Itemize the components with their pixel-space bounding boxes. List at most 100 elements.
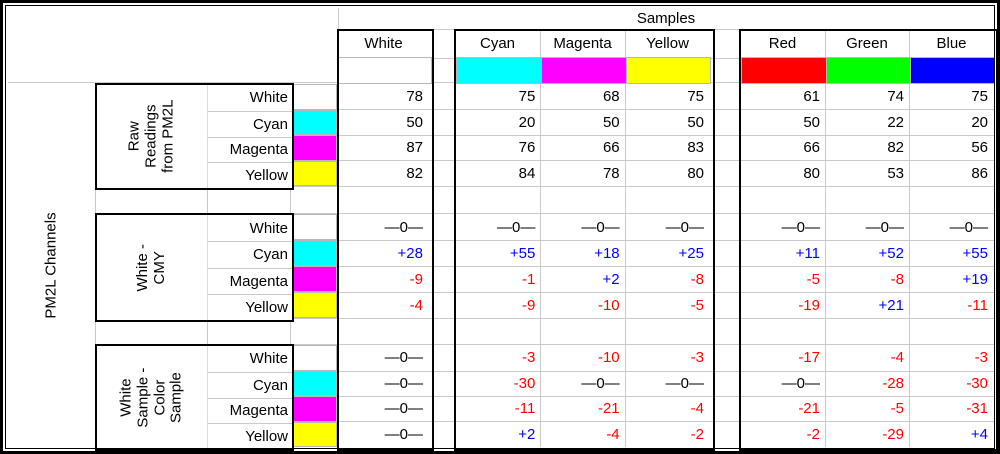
data-cell: -10 (597, 296, 620, 314)
row-swatch (290, 345, 337, 371)
group-label-white-minus-cmy: White - CMY (134, 243, 168, 292)
data-cell: 75 (971, 88, 988, 106)
column-header-yellow: Yellow (646, 35, 689, 52)
data-cell: —0— (384, 349, 423, 367)
header-swatch-yellow (626, 57, 711, 84)
row-label-cyan: Cyan (207, 110, 292, 137)
row-label-yellow: Yellow (207, 423, 292, 449)
data-cell: -21 (798, 400, 820, 418)
data-cell: 80 (687, 164, 704, 182)
data-columns-rgb: -17 -4 -3 —0— -28 -30 -21 -5 -31 -2 -29 … (741, 345, 993, 447)
data-cell: +2 (602, 270, 620, 288)
data-cell: -10 (597, 349, 620, 367)
data-cell: —0— (581, 374, 620, 392)
data-cell: 84 (518, 164, 536, 182)
data-cell: —0— (581, 218, 620, 236)
data-cell: —0— (781, 218, 820, 236)
data-cell: -28 (882, 374, 904, 392)
data-columns-rgb: 61 74 75 50 22 20 66 82 56 80 53 86 (741, 84, 993, 186)
row-swatch-column (290, 214, 337, 318)
data-cell: —0— (665, 374, 704, 392)
data-cell: +2 (518, 425, 536, 443)
column-header-blue: Blue (936, 35, 967, 52)
data-cell: 76 (518, 139, 536, 157)
column-header-white: White (364, 35, 403, 52)
data-cell: 20 (971, 113, 988, 131)
data-cell: -5 (890, 400, 904, 418)
data-cell: —0— (665, 218, 704, 236)
data-cell: -4 (606, 425, 620, 443)
row-swatch (290, 214, 337, 240)
data-cell: +21 (878, 296, 904, 314)
data-columns-cmy: —0— —0— —0— +55 +18 +25 -1 +2 -8 -9 -10 … (456, 214, 709, 318)
row-label-yellow: Yellow (207, 162, 292, 188)
data-cell: -29 (882, 425, 904, 443)
data-cell: -9 (521, 296, 536, 314)
data-column-white: —0— —0— —0— —0— (339, 345, 428, 447)
data-cell: -3 (974, 349, 988, 367)
data-cell: 80 (803, 164, 820, 182)
row-label-magenta: Magenta (207, 397, 292, 424)
samples-header: Samples (636, 10, 696, 27)
row-swatch (290, 292, 337, 318)
row-label-cyan: Cyan (207, 241, 292, 268)
data-cell: 50 (687, 113, 704, 131)
data-cell: -1 (521, 270, 536, 288)
data-cell: -3 (690, 349, 704, 367)
data-cell: +19 (962, 270, 988, 288)
header-swatch-white (338, 57, 432, 84)
data-cell: -2 (690, 425, 704, 443)
data-cell: —0— (496, 218, 536, 236)
data-cell: -8 (690, 270, 704, 288)
data-cell: +52 (878, 244, 904, 262)
row-label-yellow: Yellow (207, 293, 292, 320)
data-cell: 86 (971, 164, 988, 182)
row-swatch-column (290, 84, 337, 186)
data-cell: -30 (513, 374, 536, 392)
data-columns-cmy: -3 -10 -3 -30 —0— —0— -11 -21 -4 +2 -4 -… (456, 345, 709, 447)
data-cell: —0— (384, 400, 423, 418)
data-cell: +11 (795, 244, 820, 262)
header-swatch-blue (910, 57, 995, 84)
data-cell: 50 (803, 113, 820, 131)
row-label-cyan: Cyan (207, 371, 292, 398)
data-cell: 75 (518, 88, 536, 106)
row-swatch (290, 370, 337, 396)
pm2l-channels-axis: PM2L Channels (8, 83, 94, 447)
row-swatch (290, 396, 337, 422)
row-label-magenta: Magenta (207, 267, 292, 294)
data-cell: +55 (962, 244, 988, 262)
data-cell: 68 (602, 88, 620, 106)
data-cell: 53 (887, 164, 904, 182)
data-cell: -21 (597, 400, 620, 418)
row-swatch-column (290, 345, 337, 447)
data-cell: +18 (594, 244, 620, 262)
data-cell: —0— (865, 218, 904, 236)
row-label-white: White (207, 215, 292, 242)
pm2l-channels-label: PM2L Channels (42, 211, 60, 319)
data-cell: —0— (384, 218, 423, 236)
group-box-white-sample-minus-color-sample: White Sample - Color Sample White Cyan M… (95, 344, 294, 451)
data-cell: 56 (971, 139, 988, 157)
data-cell: 83 (687, 139, 704, 157)
data-cell: —0— (384, 374, 423, 392)
data-cell: -5 (806, 270, 820, 288)
data-cell: 75 (687, 88, 704, 106)
data-cell: +28 (397, 244, 423, 262)
data-cell: -4 (690, 400, 704, 418)
header-swatch-green (826, 57, 911, 84)
data-columns-cmy: 75 68 75 20 50 50 76 66 83 84 78 80 (456, 84, 709, 186)
data-cell: -9 (409, 270, 423, 288)
group-label-white-sample-minus-color-sample: White Sample - Color Sample (117, 367, 185, 428)
data-cell: 50 (406, 113, 423, 131)
data-cell: 20 (518, 113, 536, 131)
row-swatch (290, 109, 337, 135)
data-cell: —0— (949, 218, 988, 236)
column-header-magenta: Magenta (553, 35, 612, 52)
data-cell: -30 (966, 374, 988, 392)
row-swatch (290, 421, 337, 447)
data-cell: -4 (409, 296, 423, 314)
row-label-white: White (207, 346, 292, 372)
data-cell: 82 (887, 139, 904, 157)
data-cell: -17 (798, 349, 820, 367)
